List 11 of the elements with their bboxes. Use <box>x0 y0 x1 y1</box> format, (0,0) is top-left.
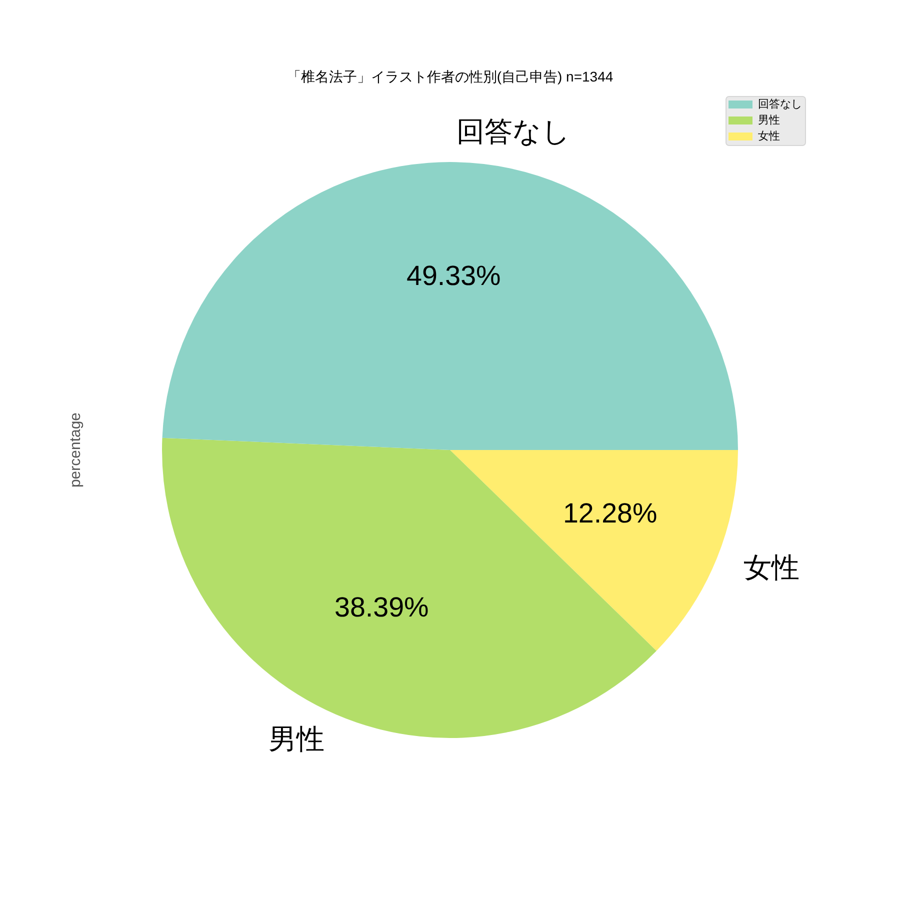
slice-label: 女性 <box>744 552 800 583</box>
slice-label: 男性 <box>268 724 325 755</box>
data-label: 49.33% <box>406 260 501 291</box>
data-label: 12.28% <box>562 498 658 529</box>
data-label: 38.39% <box>334 591 429 622</box>
slice-label: 回答なし <box>456 116 571 147</box>
chart-title: 「椎名法子」イラスト作者の性別(自己申告) n=1344 <box>286 68 614 84</box>
legend-label: 女性 <box>758 130 780 143</box>
legend-label: 男性 <box>758 114 780 127</box>
text: percentage <box>67 412 84 488</box>
legend-label: 回答なし <box>758 98 802 111</box>
